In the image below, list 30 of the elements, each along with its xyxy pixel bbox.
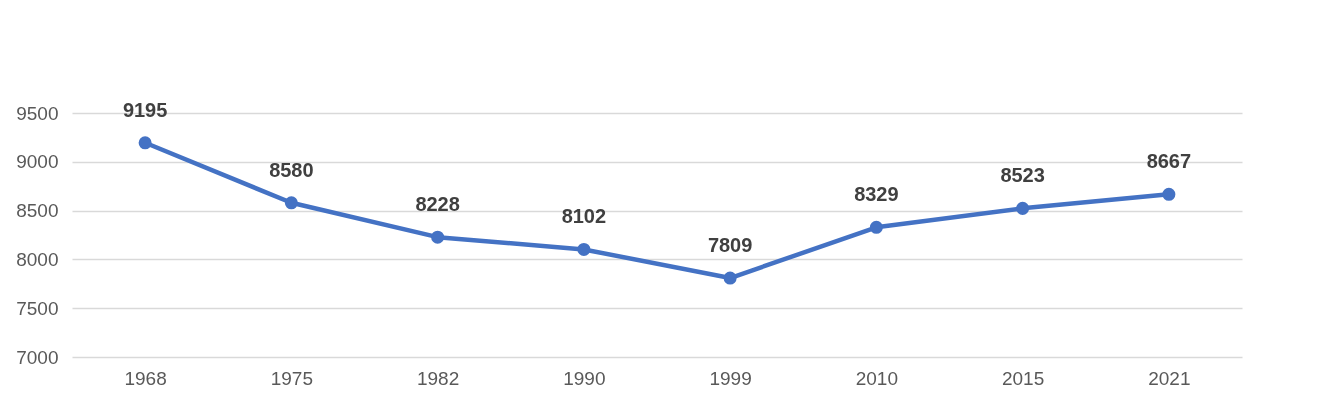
data-label: 8102: [561, 205, 607, 228]
point: [284, 196, 298, 210]
point: [1162, 187, 1176, 201]
data-label: 8523: [1000, 164, 1045, 187]
point: [431, 230, 445, 244]
data-label: 8228: [415, 193, 460, 216]
x-tick-label: 1982: [416, 367, 460, 389]
x-tick-label: 1990: [563, 367, 606, 389]
data-label: 8329: [854, 183, 899, 206]
data-label: 8667: [1146, 150, 1192, 173]
x-tick-label: 2021: [1148, 367, 1191, 389]
point: [869, 220, 883, 234]
x-tick-label: 1975: [270, 367, 314, 389]
y-tick-label: 7500: [16, 297, 59, 319]
x-tick-label: 1968: [124, 367, 167, 389]
y-tick-label: 7000: [16, 346, 59, 368]
data-label: 7809: [707, 234, 753, 257]
data-label: 8580: [269, 158, 314, 181]
point: [1016, 201, 1030, 215]
data-label: 9195: [122, 98, 168, 121]
x-tick-label: 1999: [709, 367, 752, 389]
y-tick-label: 8000: [16, 248, 59, 270]
y-tick-label: 9500: [16, 102, 59, 124]
point: [723, 271, 737, 285]
y-tick-label: 8500: [16, 200, 59, 222]
point: [577, 242, 591, 256]
y-tick-label: 9000: [16, 151, 59, 173]
x-tick-label: 2010: [855, 367, 899, 389]
point: [138, 136, 152, 150]
x-tick-label: 2015: [1001, 367, 1045, 389]
